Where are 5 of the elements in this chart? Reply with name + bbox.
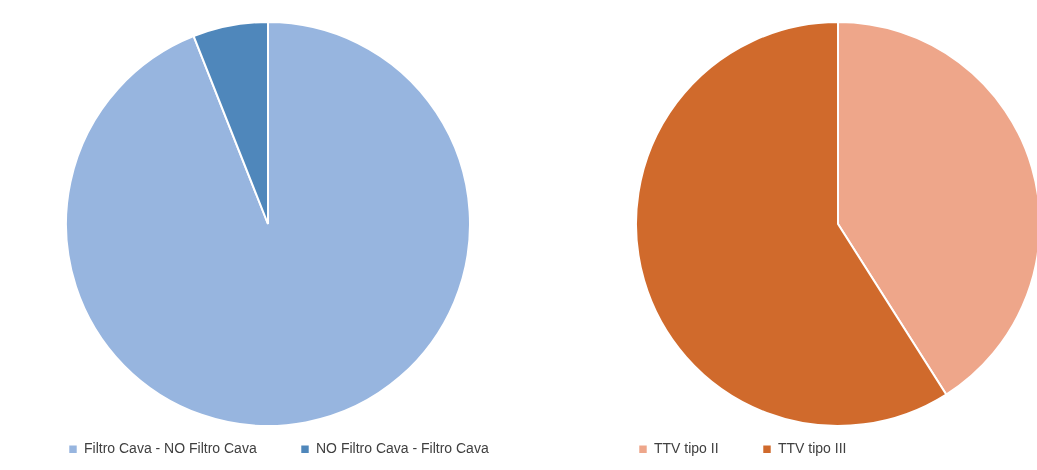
legend-label: TTV tipo II <box>654 440 719 457</box>
legend-label: NO Filtro Cava - Filtro Cava <box>316 440 489 457</box>
pie-slice <box>65 21 471 427</box>
legend-label: TTV tipo III <box>778 440 847 457</box>
legend-label: Filtro Cava - NO Filtro Cava <box>84 440 257 457</box>
